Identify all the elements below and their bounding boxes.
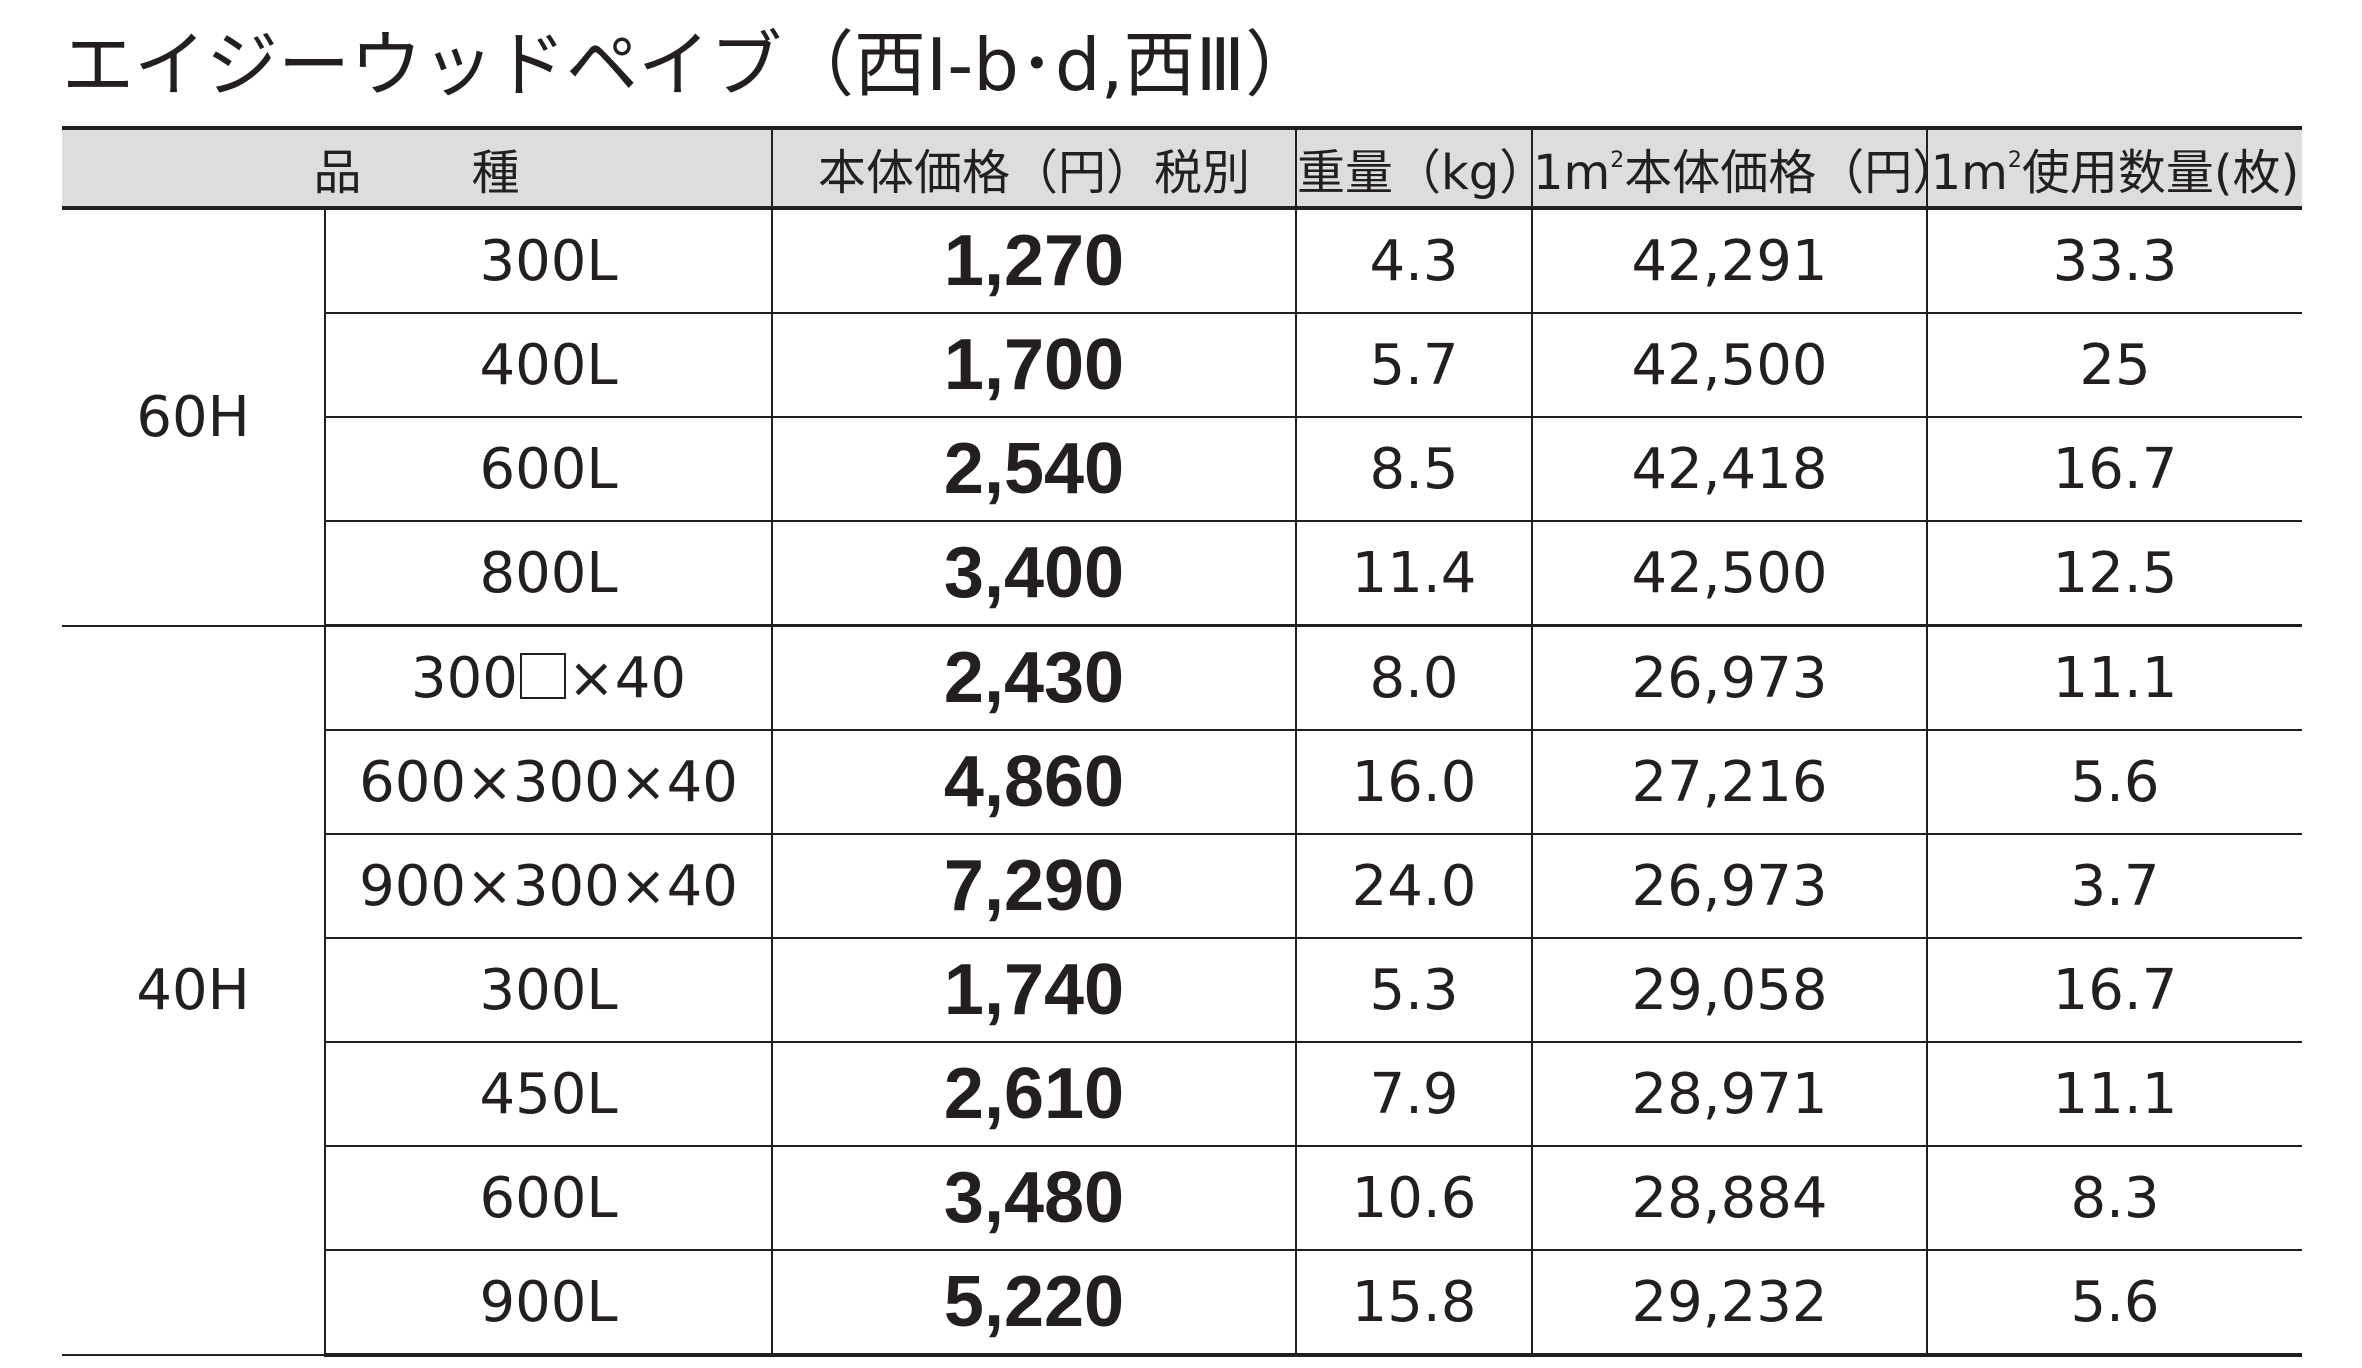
cell-m2-price: 42,291 [1531, 208, 1927, 314]
cell-price: 1,270 [771, 208, 1296, 314]
cell-weight: 24.0 [1295, 834, 1532, 939]
cell-price: 1,700 [771, 313, 1296, 418]
cell-m2-qty: 5.6 [1926, 1250, 2302, 1357]
group-label-60h: 60H [62, 208, 325, 627]
cell-m2-qty: 25 [1926, 313, 2302, 418]
cell-m2-qty: 11.1 [1926, 1042, 2302, 1147]
table-row: 600L 2,540 8.5 42,418 16.7 [62, 417, 2302, 522]
header-m2-price-sup: 2 [1610, 148, 1625, 173]
table-row: 60H 300L 1,270 4.3 42,291 33.3 [62, 208, 2302, 627]
header-kind-a: 品 [313, 145, 362, 201]
cell-kind: 300L [324, 938, 772, 1043]
cell-price: 4,860 [771, 730, 1296, 835]
cell-weight: 8.5 [1295, 417, 1532, 522]
table-row: 450L 2,610 7.9 28,971 11.1 [62, 1042, 2302, 1147]
cell-kind: 800L [324, 521, 772, 627]
table-row: 900×300×40 7,290 24.0 26,973 3.7 [62, 834, 2302, 939]
cell-m2-qty: 11.1 [1926, 625, 2302, 731]
cell-weight: 16.0 [1295, 730, 1532, 835]
table-row: 900L 5,220 15.8 29,232 5.6 [62, 1250, 2302, 1357]
table-row: 400L 1,700 5.7 42,500 25 [62, 313, 2302, 418]
cell-m2-price: 26,973 [1531, 625, 1927, 731]
cell-weight: 5.7 [1295, 313, 1532, 418]
square-icon [519, 652, 566, 699]
cell-price: 1,740 [771, 938, 1296, 1043]
header-m2-qty-rest: 使用数量(枚) [2021, 145, 2300, 201]
cell-kind: 900×300×40 [324, 834, 772, 939]
cell-weight: 11.4 [1295, 521, 1532, 627]
cell-m2-price: 42,500 [1531, 521, 1927, 627]
header-m2-qty-prefix: 1m [1930, 145, 2008, 201]
cell-price: 5,220 [771, 1250, 1296, 1357]
price-table: 品種 本体価格（円）税別 重量（kg） 1m2本体価格（円） 1m2使用数量(枚… [62, 126, 2302, 1357]
cell-m2-price: 42,500 [1531, 313, 1927, 418]
header-kind-b: 種 [471, 145, 520, 201]
cell-m2-price: 42,418 [1531, 417, 1927, 522]
header-kind: 品種 [62, 126, 772, 210]
cell-m2-qty: 33.3 [1926, 208, 2302, 314]
cell-kind: 600L [324, 417, 772, 522]
cell-price: 2,540 [771, 417, 1296, 522]
cell-m2-price: 29,058 [1531, 938, 1927, 1043]
cell-m2-qty: 8.3 [1926, 1146, 2302, 1251]
cell-m2-price: 29,232 [1531, 1250, 1927, 1357]
header-m2-price: 1m2本体価格（円） [1531, 126, 1927, 210]
cell-m2-qty: 16.7 [1926, 938, 2302, 1043]
table-row: 600×300×40 4,860 16.0 27,216 5.6 [62, 730, 2302, 835]
cell-weight: 15.8 [1295, 1250, 1532, 1357]
cell-kind: 300 ×40 [324, 625, 772, 731]
cell-weight: 4.3 [1295, 208, 1532, 314]
cell-m2-qty: 5.6 [1926, 730, 2302, 835]
cell-kind: 450L [324, 1042, 772, 1147]
cell-kind: 300L [324, 208, 772, 314]
header-m2-price-prefix: 1m [1533, 145, 1611, 201]
table-header-row: 品種 本体価格（円）税別 重量（kg） 1m2本体価格（円） 1m2使用数量(枚… [62, 126, 2302, 210]
cell-m2-price: 28,971 [1531, 1042, 1927, 1147]
cell-m2-price: 27,216 [1531, 730, 1927, 835]
header-m2-qty-sup: 2 [2007, 148, 2022, 173]
table-row: 300L 1,740 5.3 29,058 16.7 [62, 938, 2302, 1043]
cell-price: 3,480 [771, 1146, 1296, 1251]
cell-kind: 600L [324, 1146, 772, 1251]
cell-m2-price: 28,884 [1531, 1146, 1927, 1251]
cell-kind: 400L [324, 313, 772, 418]
cell-m2-qty: 16.7 [1926, 417, 2302, 522]
cell-m2-price: 26,973 [1531, 834, 1927, 939]
table-row: 600L 3,480 10.6 28,884 8.3 [62, 1146, 2302, 1251]
cell-m2-qty: 3.7 [1926, 834, 2302, 939]
cell-price: 3,400 [771, 521, 1296, 627]
cell-price: 7,290 [771, 834, 1296, 939]
cell-weight: 5.3 [1295, 938, 1532, 1043]
header-price: 本体価格（円）税別 [771, 126, 1296, 210]
table-row: 800L 3,400 11.4 42,500 12.5 [62, 521, 2302, 627]
header-m2-qty: 1m2使用数量(枚) [1926, 126, 2302, 210]
cell-kind-thickness: ×40 [567, 645, 687, 711]
group-label-40h: 40H [62, 625, 325, 1356]
header-m2-price-rest: 本体価格（円） [1624, 145, 1927, 201]
table-row: 40H 300 ×40 2,430 8.0 26,973 11.1 [62, 625, 2302, 1356]
cell-m2-qty: 12.5 [1926, 521, 2302, 627]
header-weight: 重量（kg） [1295, 126, 1532, 210]
cell-price: 2,610 [771, 1042, 1296, 1147]
cell-kind-size: 300 [410, 645, 518, 711]
page-title: エイジーウッドペイブ（西Ⅰ-b･d,西Ⅲ） [62, 23, 1318, 107]
cell-weight: 10.6 [1295, 1146, 1532, 1251]
cell-weight: 7.9 [1295, 1042, 1532, 1147]
cell-kind: 600×300×40 [324, 730, 772, 835]
cell-price: 2,430 [771, 625, 1296, 731]
cell-weight: 8.0 [1295, 625, 1532, 731]
cell-kind: 900L [324, 1250, 772, 1357]
